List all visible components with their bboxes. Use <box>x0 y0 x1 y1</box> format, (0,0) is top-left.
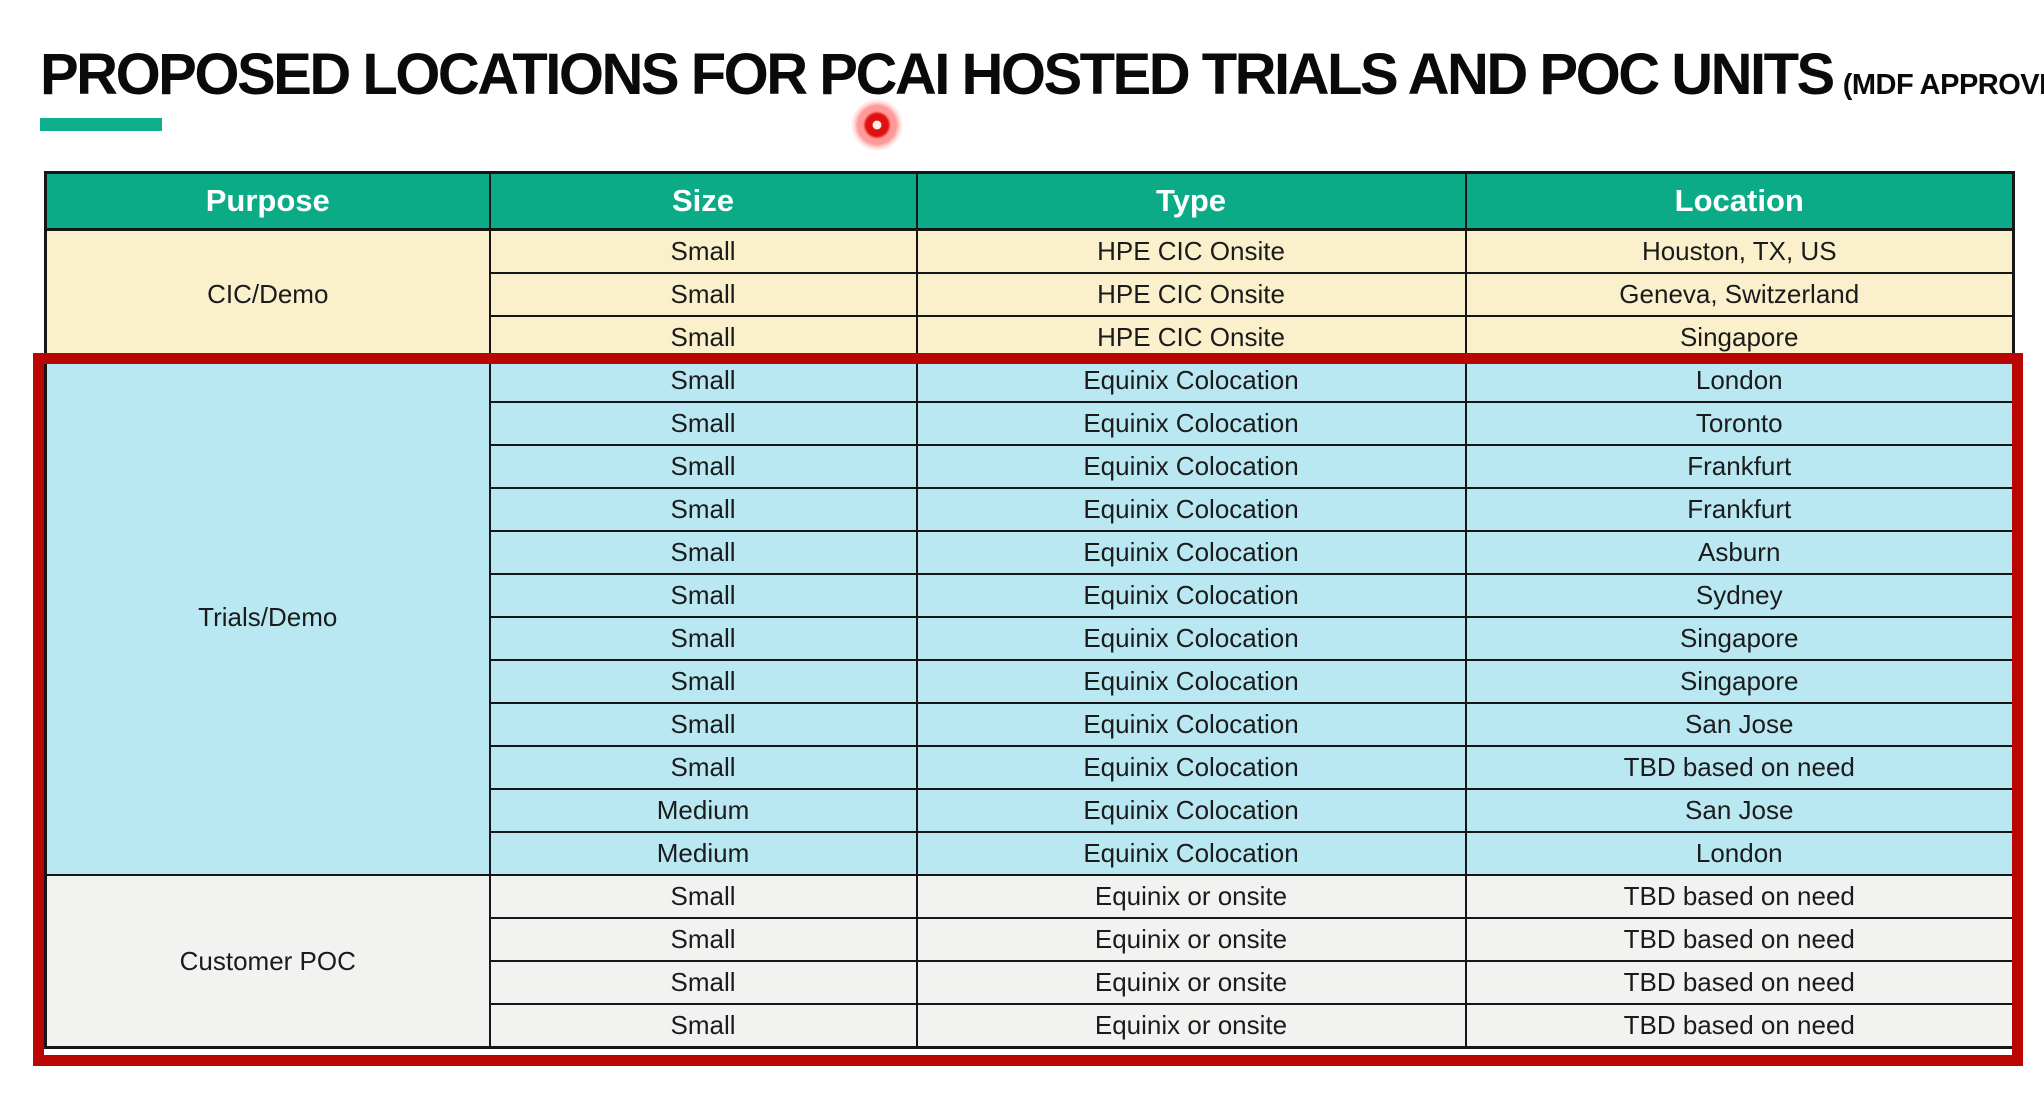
table-row: Small Equinix or onsite TBD based on need <box>46 1003 2015 1049</box>
location-cell: Sydney <box>1464 573 2015 618</box>
column-header-purpose: Purpose <box>44 171 491 231</box>
size-cell: Small <box>488 401 918 446</box>
location-cell: Singapore <box>1464 315 2015 360</box>
size-cell: Small <box>488 616 918 661</box>
type-cell: Equinix Colocation <box>915 659 1467 704</box>
table-row: Small Equinix or onsite TBD based on need <box>46 960 2015 1005</box>
type-cell: Equinix Colocation <box>915 487 1467 532</box>
type-cell: HPE CIC Onsite <box>915 228 1467 274</box>
type-cell: Equinix Colocation <box>915 702 1467 747</box>
table-row: Small Equinix Colocation TBD based on need <box>46 745 2015 790</box>
header-row: Purpose Size Type Location <box>44 171 2015 231</box>
size-cell: Small <box>488 960 918 1005</box>
table-row: Customer POC Small Equinix or onsite TBD ba… <box>44 874 2015 1049</box>
purpose-cell: Customer POC <box>44 874 491 1049</box>
location-cell: London <box>1464 831 2015 876</box>
purpose-cell: CIC/Demo <box>44 228 491 360</box>
type-cell: Equinix or onsite <box>915 874 1467 919</box>
location-cell: Singapore <box>1464 616 2015 661</box>
table-row: Small Equinix Colocation Toronto <box>46 401 2015 446</box>
table-body: CIC/Demo Small HPE CIC Onsite Houston, TX, … <box>44 228 2015 1049</box>
table-row: Medium Equinix Colocation London <box>46 831 2015 876</box>
table-head: Purpose Size Type Location <box>44 171 2015 231</box>
size-cell: Small <box>488 1003 918 1049</box>
type-cell: Equinix Colocation <box>915 573 1467 618</box>
type-cell: HPE CIC Onsite <box>915 315 1467 360</box>
size-cell: Small <box>488 315 918 360</box>
type-cell: Equinix or onsite <box>915 917 1467 962</box>
type-cell: Equinix Colocation <box>915 745 1467 790</box>
location-cell: Houston, TX, US <box>1464 228 2015 274</box>
size-cell: Small <box>488 573 918 618</box>
table-row: Small HPE CIC Onsite Geneva, Switzerland <box>46 272 2015 317</box>
size-cell: Small <box>488 487 918 532</box>
size-cell: Small <box>488 874 918 919</box>
type-cell: Equinix Colocation <box>915 358 1467 403</box>
table-row: Small Equinix Colocation San Jose <box>46 702 2015 747</box>
table-row: Small Equinix or onsite TBD based on need <box>46 917 2015 962</box>
table-row: Small Equinix Colocation Singapore <box>46 659 2015 704</box>
table-row: Small Equinix Colocation Sydney <box>46 573 2015 618</box>
table-row: Medium Equinix Colocation San Jose <box>46 788 2015 833</box>
location-cell: TBD based on need <box>1464 960 2015 1005</box>
column-header-location: Location <box>1464 171 2015 231</box>
location-cell: Geneva, Switzerland <box>1464 272 2015 317</box>
size-cell: Small <box>488 659 918 704</box>
location-cell: Toronto <box>1464 401 2015 446</box>
type-cell: Equinix Colocation <box>915 444 1467 489</box>
location-cell: TBD based on need <box>1464 917 2015 962</box>
location-cell: TBD based on need <box>1464 1003 2015 1049</box>
size-cell: Small <box>488 228 918 274</box>
size-cell: Small <box>488 702 918 747</box>
size-cell: Medium <box>488 831 918 876</box>
column-header-type: Type <box>915 171 1467 231</box>
location-cell: Asburn <box>1464 530 2015 575</box>
type-cell: Equinix Colocation <box>915 616 1467 661</box>
type-cell: HPE CIC Onsite <box>915 272 1467 317</box>
table-row: Small Equinix Colocation Frankfurt <box>46 444 2015 489</box>
location-cell: Singapore <box>1464 659 2015 704</box>
type-cell: Equinix Colocation <box>915 530 1467 575</box>
type-cell: Equinix or onsite <box>915 960 1467 1005</box>
location-cell: TBD based on need <box>1464 874 2015 919</box>
table-row: Small Equinix Colocation Asburn <box>46 530 2015 575</box>
size-cell: Small <box>488 745 918 790</box>
size-cell: Small <box>488 272 918 317</box>
size-cell: Medium <box>488 788 918 833</box>
location-cell: TBD based on need <box>1464 745 2015 790</box>
page-title-suffix: (MDF APPROVED) <box>1842 69 2044 101</box>
type-cell: Equinix or onsite <box>915 1003 1467 1049</box>
table-row: Small Equinix Colocation Frankfurt <box>46 487 2015 532</box>
size-cell: Small <box>488 444 918 489</box>
title-underline-bar <box>40 118 162 131</box>
location-cell: Frankfurt <box>1464 444 2015 489</box>
size-cell: Small <box>488 917 918 962</box>
page-title-main: PROPOSED LOCATIONS FOR PCAI HOSTED TRIAL… <box>40 42 1835 107</box>
table-row: CIC/Demo Small HPE CIC Onsite Houston, TX, … <box>44 228 2015 360</box>
table-row: Trials/Demo Small Equinix Colocation London <box>44 358 2015 876</box>
size-cell: Small <box>488 358 918 403</box>
location-cell: London <box>1464 358 2015 403</box>
location-cell: San Jose <box>1464 702 2015 747</box>
location-cell: San Jose <box>1464 788 2015 833</box>
table-row: Small Equinix Colocation Singapore <box>46 616 2015 661</box>
page-title: PROPOSED LOCATIONS FOR PCAI HOSTED TRIAL… <box>40 46 2044 104</box>
size-cell: Small <box>488 530 918 575</box>
locations-table: Purpose Size Type Location CIC/Demo Small HPE… <box>44 171 2015 1049</box>
type-cell: Equinix Colocation <box>915 831 1467 876</box>
location-cell: Frankfurt <box>1464 487 2015 532</box>
type-cell: Equinix Colocation <box>915 788 1467 833</box>
type-cell: Equinix Colocation <box>915 401 1467 446</box>
column-header-size: Size <box>488 171 918 231</box>
purpose-cell: Trials/Demo <box>44 358 491 876</box>
